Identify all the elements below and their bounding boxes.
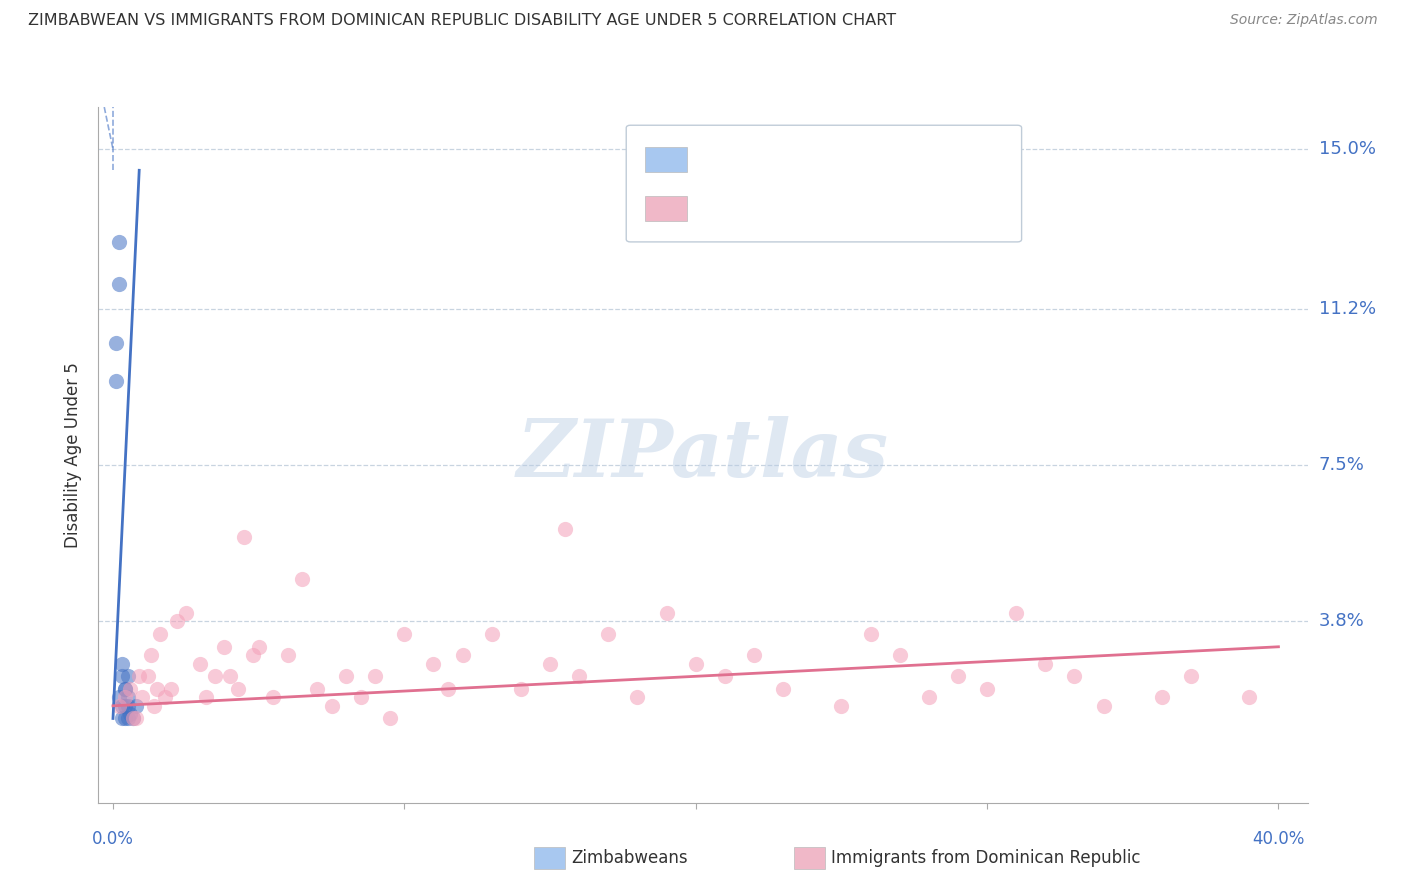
Text: 3.8%: 3.8% [1319, 613, 1365, 631]
Point [626, 690, 648, 705]
Point [114, 698, 136, 713]
Point [1180, 669, 1202, 683]
Point [145, 681, 167, 696]
Point [117, 698, 139, 713]
Point [321, 698, 343, 713]
Point [204, 669, 226, 683]
Text: 40.0%: 40.0% [1253, 830, 1305, 847]
Point [1005, 606, 1028, 620]
Text: Immigrants from Dominican Republic: Immigrants from Dominican Republic [831, 849, 1140, 867]
Point [142, 698, 165, 713]
Point [976, 681, 998, 696]
Point [160, 681, 183, 696]
Point [1092, 698, 1115, 713]
Point [108, 277, 131, 292]
Point [1033, 657, 1056, 671]
Point [122, 711, 145, 725]
Point [378, 711, 401, 725]
Point [364, 669, 387, 683]
Point [451, 648, 474, 663]
Point [742, 648, 765, 663]
Y-axis label: Disability Age Under 5: Disability Age Under 5 [65, 362, 83, 548]
Point [305, 681, 328, 696]
Point [114, 690, 136, 705]
Point [291, 572, 314, 586]
Point [104, 374, 127, 388]
Text: N = 63: N = 63 [827, 199, 894, 217]
Point [946, 669, 969, 683]
Point [918, 690, 941, 705]
Point [190, 657, 212, 671]
Point [122, 711, 145, 725]
Point [212, 640, 235, 654]
Point [226, 681, 249, 696]
Point [125, 711, 148, 725]
Point [772, 681, 794, 696]
Point [598, 627, 620, 641]
Point [195, 690, 218, 705]
Point [155, 690, 177, 705]
Point [131, 690, 153, 705]
Point [277, 648, 299, 663]
Point [139, 648, 162, 663]
Point [1150, 690, 1173, 705]
Point [114, 681, 136, 696]
Point [350, 690, 373, 705]
Point [149, 627, 172, 641]
Point [166, 615, 188, 629]
Point [111, 657, 134, 671]
Point [422, 657, 444, 671]
Point [830, 698, 852, 713]
Point [554, 522, 576, 536]
Point [120, 681, 142, 696]
Point [394, 627, 416, 641]
Point [117, 690, 139, 705]
Point [120, 707, 142, 722]
Text: R = 0.530: R = 0.530 [700, 150, 792, 168]
Text: N = 20: N = 20 [827, 150, 894, 168]
Point [108, 235, 131, 249]
Point [538, 657, 561, 671]
Point [685, 657, 707, 671]
Text: Source: ZipAtlas.com: Source: ZipAtlas.com [1230, 13, 1378, 28]
Point [136, 669, 159, 683]
Point [117, 711, 139, 725]
Point [111, 711, 134, 725]
Point [262, 690, 284, 705]
Point [128, 669, 150, 683]
Point [437, 681, 460, 696]
Point [218, 669, 240, 683]
Point [655, 606, 678, 620]
Point [568, 669, 591, 683]
Point [108, 690, 131, 705]
Point [481, 627, 503, 641]
Point [1239, 690, 1261, 705]
Point [117, 669, 139, 683]
Point [233, 530, 256, 544]
Point [114, 711, 136, 725]
Point [247, 640, 270, 654]
Text: 11.2%: 11.2% [1319, 301, 1376, 318]
Point [509, 681, 531, 696]
Point [714, 669, 737, 683]
Text: 0.0%: 0.0% [91, 830, 134, 847]
Point [1063, 669, 1085, 683]
Text: 15.0%: 15.0% [1319, 140, 1376, 158]
Point [242, 648, 264, 663]
Point [111, 698, 134, 713]
Point [108, 698, 131, 713]
Text: Zimbabweans: Zimbabweans [571, 849, 688, 867]
Text: 7.5%: 7.5% [1319, 457, 1365, 475]
Point [859, 627, 882, 641]
Point [335, 669, 357, 683]
Text: ZIMBABWEAN VS IMMIGRANTS FROM DOMINICAN REPUBLIC DISABILITY AGE UNDER 5 CORRELAT: ZIMBABWEAN VS IMMIGRANTS FROM DOMINICAN … [28, 13, 896, 29]
Point [111, 669, 134, 683]
Point [889, 648, 911, 663]
Point [125, 698, 148, 713]
Text: R =  0.196: R = 0.196 [700, 199, 797, 217]
Point [114, 681, 136, 696]
Point [104, 336, 127, 351]
Point [174, 606, 197, 620]
Text: ZIPatlas: ZIPatlas [517, 417, 889, 493]
